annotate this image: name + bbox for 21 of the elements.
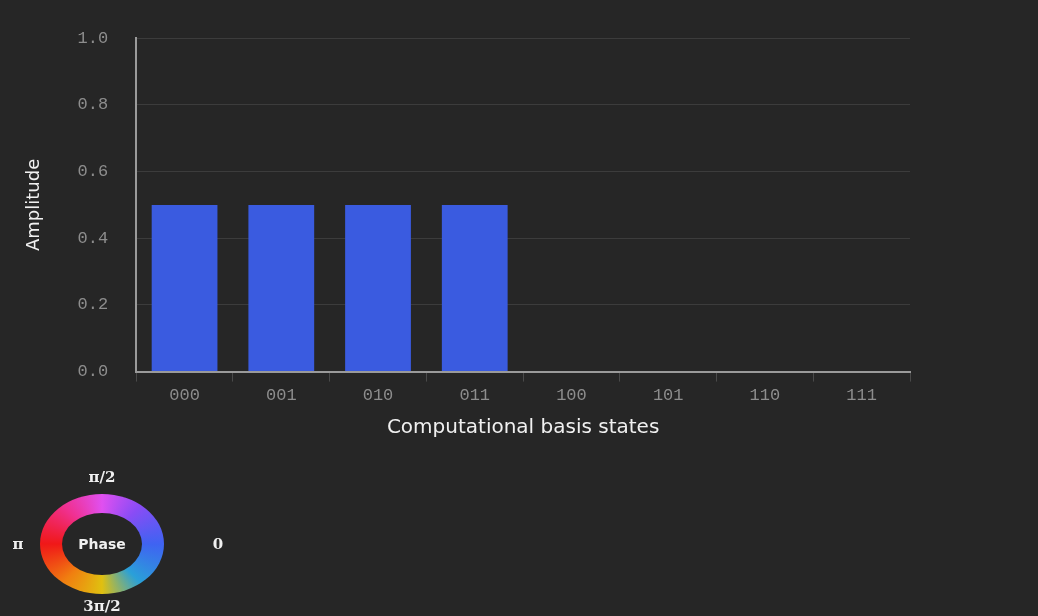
y-tick-label: 0.0 (77, 362, 109, 382)
y-axis-title: Amplitude (22, 158, 44, 252)
text: 0 (212, 535, 224, 553)
y-tick-label: 0.4 (77, 228, 109, 248)
x-tick-label: 100 (556, 386, 587, 406)
x-tick-label: 001 (265, 386, 297, 406)
x-tick-label: 101 (652, 386, 684, 406)
y-tick-label: 0.2 (77, 295, 109, 315)
x-tick-label: 111 (846, 386, 877, 406)
x-tick-label: 011 (459, 386, 491, 406)
x-tick-label: 010 (362, 386, 394, 406)
text: 3π/2 (83, 597, 121, 615)
y-tick-label: 1.0 (77, 28, 109, 48)
x-tick-label: 000 (169, 386, 200, 406)
y-tick-label: 0.8 (77, 95, 109, 115)
x-tick-label: 110 (749, 386, 781, 406)
text: π/2 (88, 468, 116, 486)
x-axis-title: Computational basis states (386, 414, 660, 439)
text: π (12, 535, 24, 553)
text: Phase (78, 536, 126, 552)
y-tick-label: 0.6 (77, 162, 109, 182)
